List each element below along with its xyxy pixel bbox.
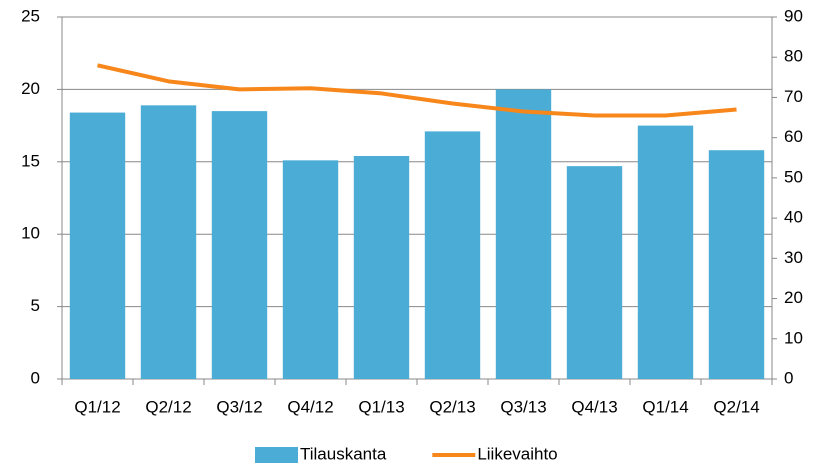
y2-tick-label: 60 [784,127,803,146]
y-tick-label: 5 [31,296,40,315]
y2-tick-label: 40 [784,208,803,227]
y-tick-label: 15 [21,151,40,170]
x-tick-label: Q4/12 [287,397,333,416]
y-tick-label: 25 [21,6,40,25]
y2-tick-label: 50 [784,167,803,186]
y2-tick-label: 90 [784,6,803,25]
bar [353,156,410,379]
bar [566,166,623,379]
x-tick-label: Q1/14 [642,397,688,416]
y2-tick-label: 30 [784,248,803,267]
bar [140,105,197,379]
bar [211,111,268,380]
x-tick-label: Q1/13 [358,397,404,416]
bar [69,112,126,380]
x-tick-label: Q2/14 [713,397,759,416]
legend-label: Liikevaihto [477,444,557,463]
y2-tick-label: 70 [784,87,803,106]
legend-swatch [255,447,298,463]
y2-tick-label: 80 [784,47,803,66]
bar [424,131,481,379]
y-tick-label: 0 [31,368,40,387]
bar [282,160,339,379]
bar [495,89,552,380]
bar [637,125,694,379]
y2-tick-label: 10 [784,328,803,347]
bar [708,150,765,379]
legend-label: Tilauskanta [300,444,387,463]
x-tick-label: Q2/13 [429,397,475,416]
x-tick-label: Q1/12 [74,397,120,416]
x-tick-label: Q4/13 [571,397,617,416]
x-tick-label: Q2/12 [145,397,191,416]
line [97,63,737,118]
x-tick-label: Q3/12 [216,397,262,416]
x-tick-label: Q3/13 [500,397,546,416]
y-tick-label: 10 [21,224,40,243]
y-tick-label: 20 [21,79,40,98]
y2-tick-label: 20 [784,288,803,307]
y2-tick-label: 0 [784,368,793,387]
